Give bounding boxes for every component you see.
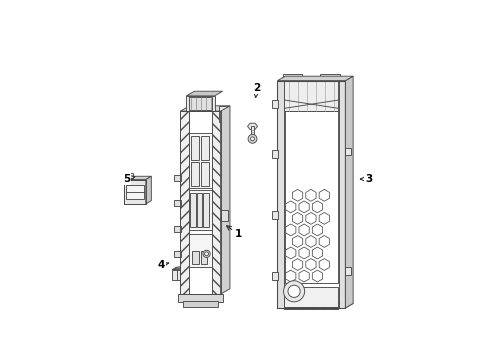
- Polygon shape: [293, 212, 303, 224]
- Polygon shape: [277, 303, 353, 308]
- Bar: [284, 307, 339, 309]
- Polygon shape: [173, 265, 190, 270]
- Circle shape: [250, 137, 254, 141]
- Polygon shape: [345, 76, 353, 308]
- Bar: [178, 294, 223, 302]
- Polygon shape: [293, 189, 303, 201]
- Bar: [173, 200, 181, 206]
- Polygon shape: [172, 267, 192, 270]
- Bar: [183, 301, 218, 307]
- Polygon shape: [312, 224, 322, 236]
- Bar: [173, 226, 181, 232]
- Polygon shape: [306, 189, 316, 201]
- Bar: [192, 251, 198, 264]
- Bar: [192, 162, 199, 186]
- Text: 1: 1: [227, 226, 242, 239]
- Polygon shape: [312, 201, 322, 213]
- Bar: [189, 97, 212, 110]
- Polygon shape: [319, 212, 329, 224]
- Bar: [320, 74, 340, 81]
- Bar: [250, 126, 254, 139]
- Text: 3: 3: [361, 174, 372, 184]
- Polygon shape: [299, 270, 309, 282]
- Polygon shape: [299, 247, 309, 259]
- Text: 5: 5: [123, 174, 135, 184]
- Bar: [200, 251, 207, 264]
- Bar: [272, 211, 278, 219]
- Polygon shape: [180, 106, 230, 111]
- Bar: [189, 190, 212, 230]
- Bar: [219, 105, 227, 122]
- Bar: [189, 111, 212, 294]
- Polygon shape: [123, 180, 146, 204]
- Polygon shape: [306, 258, 316, 270]
- Text: 4: 4: [157, 260, 169, 270]
- Polygon shape: [312, 247, 322, 259]
- Bar: [203, 193, 209, 227]
- Bar: [284, 81, 339, 111]
- Bar: [212, 111, 220, 294]
- Bar: [272, 272, 278, 280]
- Bar: [284, 287, 339, 307]
- Bar: [126, 185, 144, 199]
- Polygon shape: [286, 270, 296, 282]
- Polygon shape: [299, 224, 309, 236]
- Polygon shape: [277, 76, 353, 81]
- Polygon shape: [123, 176, 151, 180]
- Polygon shape: [146, 176, 151, 204]
- Bar: [339, 81, 345, 308]
- Polygon shape: [312, 270, 322, 282]
- Bar: [272, 150, 278, 158]
- Text: 2: 2: [253, 82, 260, 98]
- Polygon shape: [187, 267, 192, 280]
- Bar: [283, 74, 302, 81]
- Polygon shape: [293, 258, 303, 270]
- Polygon shape: [187, 91, 222, 96]
- Circle shape: [284, 281, 305, 302]
- Polygon shape: [306, 235, 316, 247]
- Bar: [220, 210, 227, 221]
- Bar: [192, 136, 199, 160]
- Polygon shape: [293, 235, 303, 247]
- Polygon shape: [306, 212, 316, 224]
- Bar: [272, 100, 278, 108]
- Bar: [277, 81, 284, 308]
- Polygon shape: [319, 258, 329, 270]
- Bar: [189, 133, 212, 188]
- Circle shape: [205, 252, 209, 256]
- Circle shape: [288, 285, 300, 297]
- Bar: [345, 267, 351, 275]
- Polygon shape: [286, 247, 296, 259]
- Bar: [187, 96, 215, 111]
- Bar: [173, 175, 181, 181]
- Bar: [197, 193, 202, 227]
- Bar: [180, 111, 189, 294]
- Bar: [345, 148, 351, 156]
- Circle shape: [248, 134, 257, 143]
- Polygon shape: [172, 270, 187, 280]
- Bar: [173, 251, 181, 257]
- Bar: [189, 234, 212, 267]
- Bar: [130, 174, 133, 178]
- Polygon shape: [220, 106, 230, 294]
- Circle shape: [203, 250, 210, 257]
- Polygon shape: [286, 224, 296, 236]
- Bar: [191, 193, 196, 227]
- Bar: [285, 111, 338, 283]
- Polygon shape: [299, 201, 309, 213]
- Bar: [201, 162, 209, 186]
- Bar: [201, 136, 209, 160]
- Polygon shape: [247, 123, 258, 130]
- Polygon shape: [319, 189, 329, 201]
- Polygon shape: [286, 201, 296, 213]
- Polygon shape: [319, 235, 329, 247]
